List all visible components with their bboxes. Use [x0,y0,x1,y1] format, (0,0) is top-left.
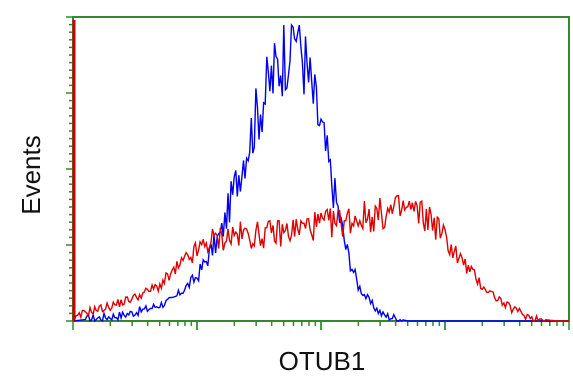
series-line-blue [72,22,569,323]
x-axis-label: OTUB1 [279,346,366,376]
y-axis-label: Events [16,135,46,215]
y-axis-ticks [66,16,73,322]
plot-background [73,17,569,321]
series-line-red [72,194,569,323]
x-axis-ticks [72,321,570,330]
